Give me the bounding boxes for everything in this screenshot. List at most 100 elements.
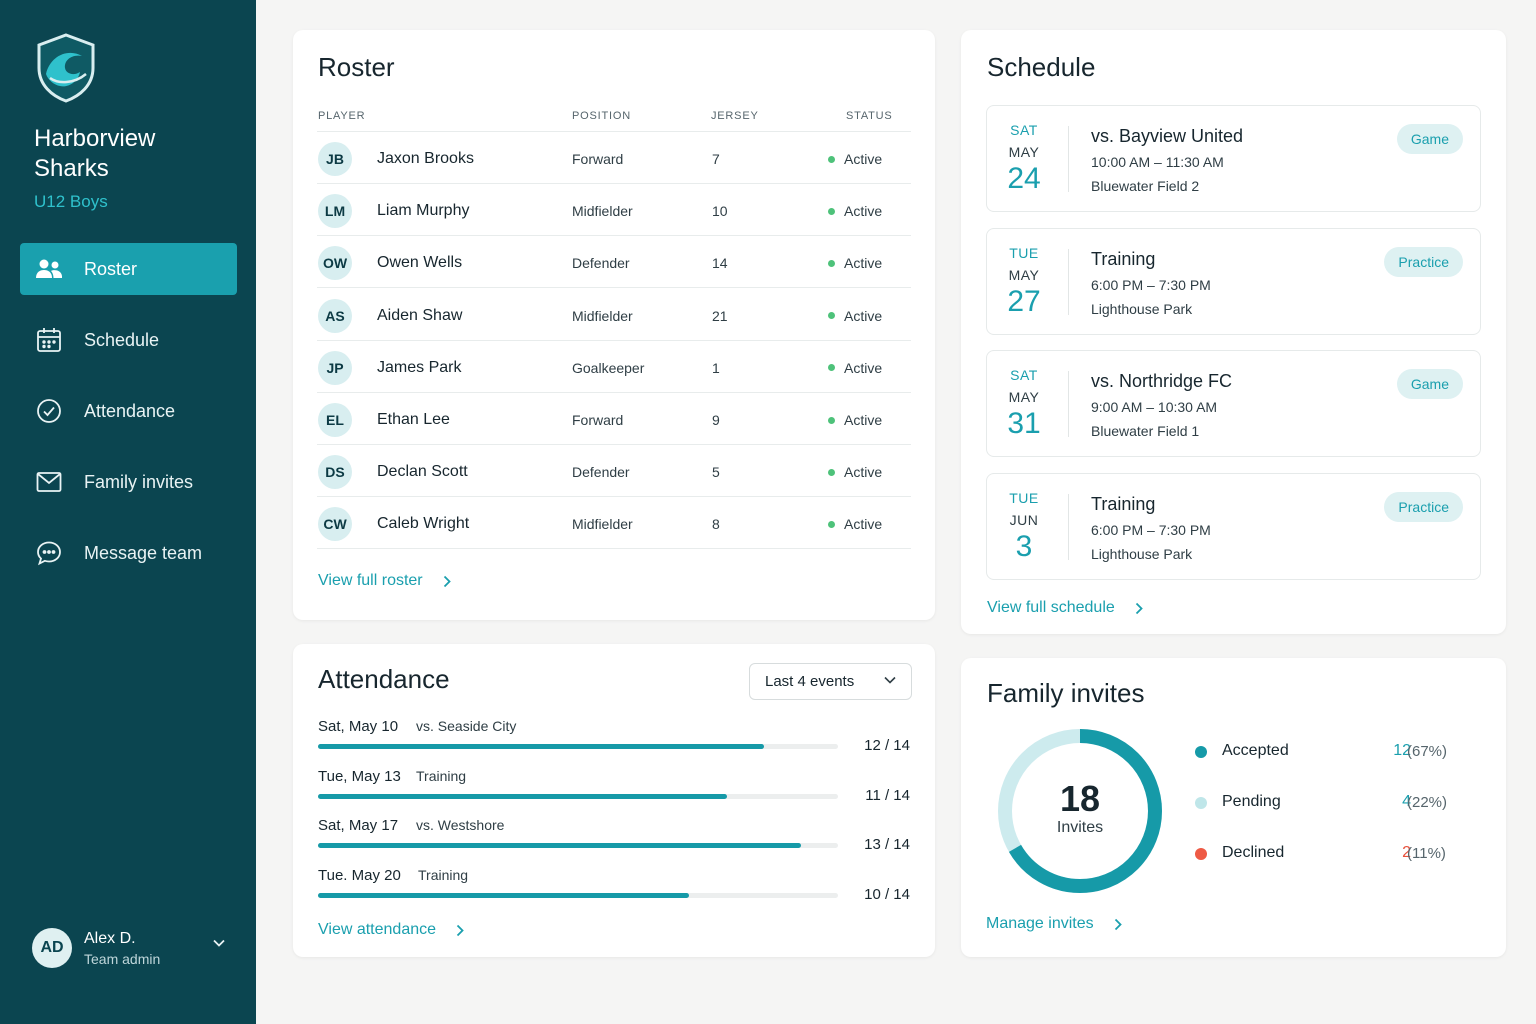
main-nav: Roster Schedule Attendance Family invite… <box>20 243 237 598</box>
nav-label-message-team: Message team <box>84 542 203 563</box>
manage-invites-link[interactable]: Manage invites <box>986 915 1122 933</box>
player-jersey: 5 <box>712 464 720 481</box>
team-name: Harborview Sharks <box>34 125 156 182</box>
player-avatar: AS <box>318 298 352 333</box>
legend-dot <box>1195 797 1207 809</box>
player-jersey: 8 <box>712 516 720 533</box>
player-name: Aiden Shaw <box>377 306 463 324</box>
player-jersey: 9 <box>712 412 720 428</box>
event-weekday: SAT <box>1010 367 1038 383</box>
player-position: Forward <box>572 412 624 428</box>
schedule-event[interactable]: SAT MAY 31 vs. Northridge FC 9:00 AM – 10:30… <box>986 350 1481 457</box>
nav-item-attendance[interactable]: Attendance <box>20 385 237 437</box>
player-avatar: EL <box>318 403 352 437</box>
attendance-date: Tue, May 13 <box>318 767 401 785</box>
attendance-date: Sat, May 17 <box>318 817 399 835</box>
view-full-roster-label: View full roster <box>318 572 423 589</box>
event-month: MAY <box>1008 144 1040 160</box>
player-status: Active <box>828 151 882 167</box>
team-division: U12 Boys <box>34 192 108 211</box>
table-row[interactable]: LM Liam Murphy Midfielder 10 Active <box>317 184 911 237</box>
event-divider <box>1068 371 1069 437</box>
attendance-progress-bar <box>318 892 838 898</box>
attendance-count: 11 / 14 <box>865 786 910 804</box>
user-name: Alex D. <box>84 929 136 947</box>
player-name: James Park <box>377 358 462 376</box>
attendance-range-select[interactable]: Last 4 events <box>749 663 912 700</box>
player-position: Defender <box>572 255 630 272</box>
nav-item-roster[interactable]: Roster <box>20 243 237 295</box>
table-row[interactable]: EL Ethan Lee Forward 9 Active <box>317 393 911 445</box>
player-status: Active <box>828 464 882 480</box>
event-month: MAY <box>1008 266 1040 283</box>
table-row[interactable]: JB Jaxon Brooks Forward 7 Active <box>317 132 911 184</box>
schedule-title: Schedule <box>987 52 1096 82</box>
nav-item-schedule[interactable]: Schedule <box>20 314 237 366</box>
schedule-event[interactable]: SAT MAY 24 vs. Bayview United 10:00 AM – 11:… <box>986 105 1481 212</box>
nav-item-family-invites[interactable]: Family invites <box>20 456 237 508</box>
player-avatar: JB <box>318 142 352 176</box>
view-full-schedule-link[interactable]: View full schedule <box>987 599 1143 617</box>
schedule-event[interactable]: TUE JUN 3 Training 6:00 PM – 7:30 PM Lighthou… <box>986 472 1481 580</box>
view-attendance-label: View attendance <box>318 921 437 938</box>
event-time: 6:00 PM – 7:30 PM <box>1091 276 1211 293</box>
event-month: MAY <box>1008 389 1040 405</box>
event-location: Lighthouse Park <box>1091 545 1193 562</box>
user-menu[interactable]: AD Alex D. Team admin <box>32 926 232 970</box>
event-type-badge: Practice <box>1384 491 1463 522</box>
status-label: Active <box>844 151 883 167</box>
event-weekday: SAT <box>1010 122 1038 138</box>
legend-item: Declined 2 (11%) <box>1195 842 1455 866</box>
chat-icon <box>34 538 64 568</box>
event-day: 27 <box>1007 284 1041 318</box>
attendance-event: Training <box>416 767 467 784</box>
player-jersey: 1 <box>712 359 720 376</box>
player-name: Ethan Lee <box>377 411 450 428</box>
table-row[interactable]: AS Aiden Shaw Midfielder 21 Active <box>317 289 911 341</box>
family-invites-card: Family invites 18 Invites Accepted 12 (67%… <box>961 658 1506 957</box>
event-time: 10:00 AM – 11:30 AM <box>1091 154 1224 170</box>
manage-invites-label: Manage invites <box>986 915 1094 932</box>
view-attendance-link[interactable]: View attendance <box>318 921 464 939</box>
attendance-progress-bar <box>318 843 838 849</box>
player-avatar: OW <box>318 246 352 281</box>
column-header-jersey: JERSEY <box>711 110 759 122</box>
table-row[interactable]: CW Caleb Wright Midfielder 8 Active <box>317 497 911 550</box>
users-icon <box>34 254 64 284</box>
table-row[interactable]: OW Owen Wells Defender 14 Active <box>317 236 911 289</box>
status-label: Active <box>844 516 883 533</box>
table-row[interactable]: DS Declan Scott Defender 5 Active <box>317 445 911 498</box>
user-role: Team admin <box>84 950 161 967</box>
sidebar: Harborview Sharks U12 Boys Roster Schedu… <box>0 0 256 1024</box>
legend-label: Declined <box>1222 844 1285 861</box>
event-time: 6:00 PM – 7:30 PM <box>1091 521 1211 538</box>
status-label: Active <box>844 359 883 376</box>
status-dot <box>828 520 835 528</box>
status-label: Active <box>844 412 883 428</box>
nav-item-message-team[interactable]: Message team <box>20 527 237 579</box>
status-label: Active <box>844 307 883 324</box>
player-status: Active <box>828 308 882 324</box>
attendance-event: Training <box>418 866 469 883</box>
table-row[interactable]: JP James Park Goalkeeper 1 Active <box>317 341 911 393</box>
legend-percent: (22%) <box>1407 794 1448 811</box>
event-weekday: TUE <box>1009 244 1039 261</box>
attendance-card: Attendance Last 4 events Sat, May 10 vs. … <box>293 644 935 957</box>
event-title: Training <box>1091 493 1156 514</box>
player-jersey: 21 <box>712 307 728 324</box>
legend-item: Accepted 12 (67%) <box>1195 740 1455 764</box>
chevron-down-icon[interactable] <box>212 938 226 948</box>
event-time: 9:00 AM – 10:30 AM <box>1091 399 1218 415</box>
column-header-player: PLAYER <box>318 110 366 122</box>
attendance-row: Sat, May 10 vs. Seaside City 12 / 14 <box>318 718 912 762</box>
status-dot <box>828 416 835 424</box>
attendance-progress-bar <box>318 793 838 799</box>
legend-dot <box>1195 848 1207 860</box>
view-full-roster-link[interactable]: View full roster <box>318 572 451 590</box>
schedule-event[interactable]: TUE MAY 27 Training 6:00 PM – 7:30 PM Lightho… <box>986 227 1481 335</box>
player-avatar: DS <box>318 455 352 490</box>
status-dot <box>828 364 835 372</box>
event-type-badge: Practice <box>1384 246 1463 277</box>
player-position: Midfielder <box>572 307 633 324</box>
check-circle-icon <box>34 396 64 426</box>
